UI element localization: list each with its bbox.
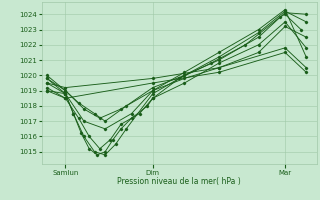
X-axis label: Pression niveau de la mer( hPa ): Pression niveau de la mer( hPa ) xyxy=(117,177,241,186)
